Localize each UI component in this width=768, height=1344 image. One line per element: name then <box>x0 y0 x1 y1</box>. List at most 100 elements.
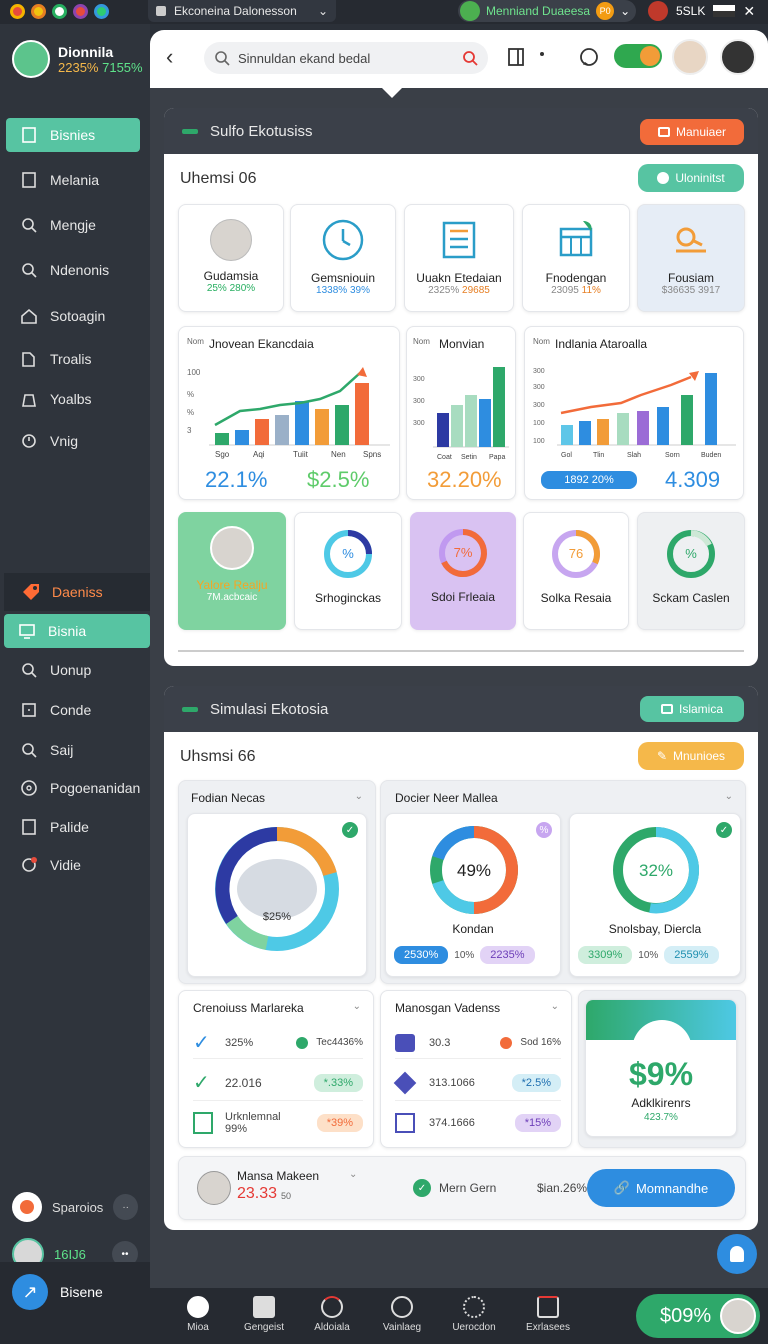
chevron-down-icon[interactable]: ⌄ <box>354 791 363 802</box>
chevron-down-icon[interactable]: ⌄ <box>317 4 328 18</box>
sidebar-item-pogoenanidan[interactable]: Pogoenanidan <box>6 771 140 805</box>
gauge-tile[interactable]: % Srhoginckas <box>294 512 402 630</box>
gauge-tile[interactable]: 76 Solka Resaia <box>523 512 629 630</box>
button-label: Mnunioes <box>673 749 726 763</box>
row-chip: *39% <box>316 1114 363 1132</box>
sidebar-profile[interactable]: Dionnila 2235% 7155% <box>12 40 143 78</box>
gauge-tile[interactable]: 7% Sdoi Frleaia <box>410 512 516 630</box>
sidebar-item-mengje[interactable]: Mengje <box>6 208 140 242</box>
user-name: Sparoios <box>52 1199 104 1215</box>
chevron-down-icon[interactable]: ⌄ <box>620 4 631 18</box>
sidebar-user-1[interactable]: Sparoios ·· <box>12 1192 138 1222</box>
profile-tile[interactable]: Yalore Realju 7M.acbcaic <box>178 512 286 630</box>
bottom-item[interactable]: Uerocdon <box>444 1296 504 1333</box>
panel-subtitle: Uhsmsi 66 <box>180 748 256 765</box>
avatar[interactable] <box>672 39 708 75</box>
footer-center-label: Mern Gern <box>439 1181 497 1195</box>
record-dot[interactable] <box>73 4 88 19</box>
sidebar-item-bisnies[interactable]: Bisnies <box>6 118 140 152</box>
sidebar-section-header[interactable]: Daeniss <box>4 573 150 611</box>
sidebar-item-sotoagin[interactable]: Sotoagin <box>6 299 140 333</box>
sidebar-item-yoalbs[interactable]: Yoalbs <box>6 382 140 416</box>
briefcase-icon <box>657 127 670 137</box>
arrow-icon <box>689 371 699 381</box>
list-row[interactable]: Urknlemnal 99% *39% <box>193 1105 363 1141</box>
sidebar-item-melania[interactable]: Melania <box>6 163 140 197</box>
sidebar-item-saij[interactable]: Saij <box>6 733 140 767</box>
panel-header-button[interactable]: Manuiaer <box>640 119 744 145</box>
minimize-dot[interactable] <box>31 4 46 19</box>
sidebar-item-palide[interactable]: Palide <box>6 810 140 844</box>
chevron-down-icon[interactable]: ⌄ <box>349 1169 358 1180</box>
sidebar-item-bisnia[interactable]: Bisnia <box>4 614 150 648</box>
bottom-item[interactable]: Gengeist <box>234 1296 294 1333</box>
search-submit-icon[interactable] <box>462 50 478 66</box>
avatar[interactable] <box>720 39 756 75</box>
list-row[interactable]: ✓ 325% Tec4436% <box>193 1027 363 1059</box>
sidebar-item-uonup[interactable]: Uonup <box>6 653 140 687</box>
kpi-card[interactable]: Uuakn Etedaian 2325% 29685 <box>404 204 514 312</box>
status-toggle[interactable] <box>614 44 662 68</box>
chip: 2559% <box>664 946 719 964</box>
donut-section[interactable]: Docier Neer Mallea ⌄ % 49% Kondan 2530% … <box>380 780 746 984</box>
bar <box>465 395 477 447</box>
list-row[interactable]: 30.3 Sod 16% <box>395 1027 561 1059</box>
list-row[interactable]: ✓ 22.016 *.33% <box>193 1065 363 1101</box>
gauge-tile[interactable]: % Sckam Caslen <box>637 512 745 630</box>
notification-button[interactable] <box>717 1234 757 1274</box>
window-icon[interactable] <box>506 46 528 68</box>
calculator-icon <box>559 221 593 257</box>
list-row[interactable]: 374.1666 *15% <box>395 1105 561 1141</box>
chevron-down-icon[interactable]: ⌄ <box>724 791 733 802</box>
bar-line-chart: 300 300 300 100 100 Gol Tlin Slah Sorn B… <box>533 368 736 459</box>
chart-card-3[interactable]: Nom Indlania Ataroalla 300 300 300 100 1… <box>524 326 744 500</box>
window-title-tab[interactable]: Ekconeina Dalonesson ⌄ <box>148 0 336 22</box>
close-dot[interactable] <box>10 4 25 19</box>
avatar[interactable] <box>648 1 668 21</box>
bottom-item[interactable]: Vainlaeg <box>372 1296 432 1333</box>
status-dot[interactable] <box>94 4 109 19</box>
bottom-item[interactable]: Aldoiala <box>302 1296 362 1333</box>
chevron-down-icon[interactable]: ⌄ <box>550 1001 559 1012</box>
search-bar[interactable]: Sinnuldan ekand bedal <box>204 42 488 74</box>
map-section[interactable]: Fodian Necas ⌄ $25% ✓ <box>178 780 376 984</box>
sidebar-item-vnig[interactable]: Vnig <box>6 424 140 458</box>
sidebar-item-troalis[interactable]: Troalis <box>6 342 140 376</box>
maximize-dot[interactable] <box>52 4 67 19</box>
panel-secondary-button[interactable]: ✎ Mnunioes <box>638 742 744 770</box>
sidebar-user-3[interactable]: ↗ Bisene <box>12 1274 103 1310</box>
panel-header-button[interactable]: Islamica <box>640 696 744 722</box>
sidebar-item-vidie[interactable]: Vidie <box>6 848 140 882</box>
chat-icon[interactable] <box>578 46 600 68</box>
bottom-item[interactable]: Exrlasees <box>518 1296 578 1333</box>
kpi-card[interactable]: Gudamsia 25% 280% <box>178 204 284 312</box>
chart-card-2[interactable]: Nom Monvian 300 300 300 Coat Setin Papa … <box>406 326 516 500</box>
map-card: $25% ✓ <box>187 813 367 977</box>
kpi-card[interactable]: Gemsniouin 1338% 39% <box>290 204 396 312</box>
highlight-section[interactable]: $9% Adklkirenrs 423.7% <box>578 990 746 1148</box>
sidebar-item-conde[interactable]: Conde <box>6 693 140 727</box>
chip: 2530% <box>394 946 449 964</box>
user-switcher[interactable]: Menniand Duaeesa P0 ⌄ <box>458 0 636 22</box>
panel-subtitle: Uhemsi 06 <box>180 170 257 187</box>
list-card-a[interactable]: Crenoiuss Marlareka ⌄ ✓ 325% Tec4436% ✓ … <box>178 990 374 1148</box>
link-icon: 🔗 <box>613 1180 630 1195</box>
sidebar-item-label: Melania <box>50 172 100 188</box>
more-icon[interactable]: ·· <box>113 1194 138 1220</box>
search-input[interactable]: Sinnuldan ekand bedal <box>238 50 371 66</box>
footer-primary-button[interactable]: 🔗 Momnandhe <box>587 1169 735 1207</box>
user-avatar <box>12 1192 42 1222</box>
sidebar-item-ndenonis[interactable]: Ndenonis <box>6 253 140 287</box>
kpi-card[interactable]: Fnodengan 23095 11% <box>522 204 630 312</box>
list-card-b[interactable]: Manosgan Vadenss ⌄ 30.3 Sod 16% 313.1066… <box>380 990 572 1148</box>
panel-action-button[interactable]: Uloninitst <box>638 164 744 192</box>
bar <box>479 399 491 447</box>
chart-card-1[interactable]: Nom Jnovean Ekancdaia 100 % % 3 Sgo Aqi … <box>178 326 400 500</box>
bottom-item[interactable]: Mioa <box>168 1296 228 1333</box>
list-row[interactable]: 313.1066 *2.5% <box>393 1065 561 1101</box>
chevron-down-icon[interactable]: ⌄ <box>352 1001 361 1012</box>
close-icon[interactable]: ✕ <box>743 2 756 19</box>
kpi-card[interactable]: Fousiam $36635 3917 <box>637 204 745 312</box>
back-icon[interactable]: ‹ <box>166 44 174 69</box>
score-pill[interactable]: $09% <box>636 1294 760 1338</box>
